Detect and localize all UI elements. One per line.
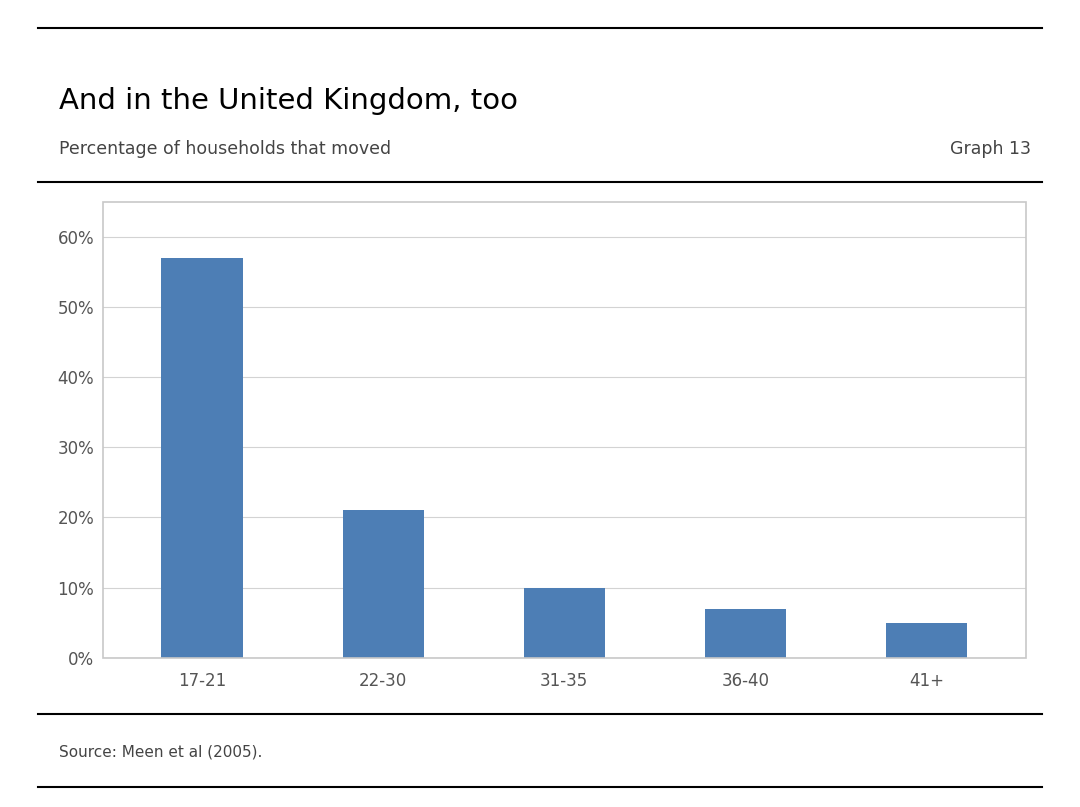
Bar [524, 587, 605, 658]
Bar [704, 608, 786, 658]
Bar [886, 623, 968, 658]
Text: Percentage of households that moved: Percentage of households that moved [59, 140, 392, 158]
Text: And in the United Kingdom, too: And in the United Kingdom, too [59, 87, 518, 115]
Bar [161, 258, 243, 658]
Bar [342, 510, 424, 658]
Text: Source: Meen et al (2005).: Source: Meen et al (2005). [59, 745, 262, 759]
Text: Graph 13: Graph 13 [950, 140, 1031, 158]
